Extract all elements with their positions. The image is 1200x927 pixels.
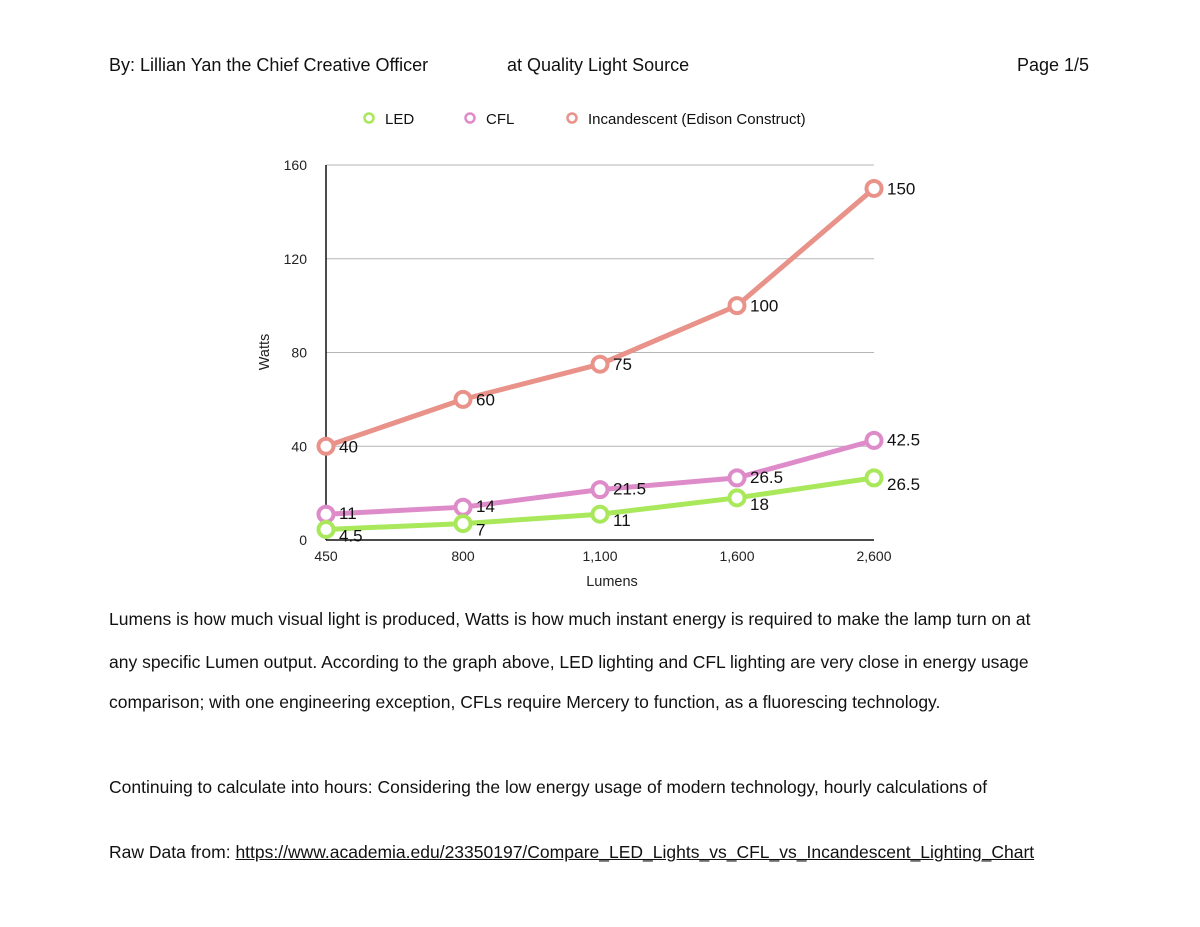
x-tick-label: 1,100 — [582, 548, 617, 564]
header-author: By: Lillian Yan the Chief Creative Offic… — [109, 55, 429, 75]
data-point-incandescent — [453, 389, 473, 409]
data-label-incandescent: 75 — [613, 355, 632, 374]
page-number: Page 1/5 — [1017, 55, 1090, 75]
paragraph-line-2: any specific Lumen output. According to … — [109, 652, 1029, 672]
y-tick-label: 40 — [291, 438, 307, 454]
paragraph-line-3: comparison; with one engineering excepti… — [109, 692, 941, 712]
data-point-cfl — [864, 430, 884, 450]
line-chart: 0 40 80 120 160 450 800 1,100 1,600 2,600 Lumens Wa… — [257, 111, 920, 590]
legend-marker-led — [363, 112, 375, 124]
series-line-incandescent — [325, 186, 876, 449]
data-label-cfl: 42.5 — [887, 430, 920, 449]
data-label-cfl: 11 — [339, 504, 357, 523]
data-label-incandescent: 150 — [887, 179, 915, 198]
source-prefix: Raw Data from: — [109, 842, 236, 862]
y-tick-label: 0 — [299, 532, 307, 548]
data-label-led: 4.5 — [339, 526, 363, 545]
data-point-led — [727, 488, 747, 508]
y-tick-label: 80 — [291, 345, 307, 361]
x-axis-title: Lumens — [586, 574, 638, 590]
legend-label-led: LED — [385, 111, 414, 128]
data-point-incandescent — [864, 178, 884, 198]
data-label-led: 26.5 — [887, 475, 920, 494]
y-axis-title: Watts — [257, 334, 273, 371]
data-label-incandescent: 100 — [750, 297, 778, 316]
data-point-led — [316, 519, 336, 539]
source-line: Raw Data from: https://www.academia.edu/… — [109, 842, 1034, 863]
data-label-cfl: 14 — [476, 497, 495, 516]
data-point-cfl — [727, 468, 747, 488]
series-line-cfl — [325, 437, 875, 517]
header-company: at Quality Light Source — [507, 55, 690, 75]
y-tick-label: 120 — [284, 251, 308, 267]
legend-marker-incandescent — [566, 112, 578, 124]
data-point-cfl — [590, 480, 610, 500]
data-label-incandescent: 40 — [339, 437, 358, 456]
data-point-cfl — [316, 504, 336, 524]
x-tick-label: 800 — [451, 548, 475, 564]
x-tick-label: 450 — [314, 548, 338, 564]
data-label-led: 18 — [750, 495, 769, 514]
data-label-cfl: 21.5 — [613, 480, 646, 499]
data-point-led — [864, 468, 884, 488]
y-tick-label: 160 — [284, 157, 308, 173]
paragraph-line-4: Continuing to calculate into hours: Cons… — [109, 777, 988, 797]
data-point-led — [590, 504, 610, 524]
data-point-incandescent — [316, 436, 336, 456]
x-tick-label: 1,600 — [719, 548, 754, 564]
legend-label-cfl: CFL — [486, 111, 514, 128]
legend-label-incandescent: Incandescent (Edison Construct) — [588, 111, 806, 128]
data-point-incandescent — [727, 296, 747, 316]
data-point-led — [453, 514, 473, 534]
legend-marker-cfl — [464, 112, 476, 124]
data-label-led: 11 — [613, 511, 631, 530]
source-link[interactable]: https://www.academia.edu/23350197/Compar… — [235, 842, 1035, 862]
data-label-cfl: 26.5 — [750, 468, 783, 487]
data-label-led: 7 — [476, 521, 485, 540]
data-point-cfl — [453, 497, 473, 517]
x-tick-label: 2,600 — [856, 548, 891, 564]
data-point-incandescent — [590, 354, 610, 374]
data-label-incandescent: 60 — [476, 390, 495, 409]
paragraph-line-1: Lumens is how much visual light is produ… — [109, 609, 1031, 629]
